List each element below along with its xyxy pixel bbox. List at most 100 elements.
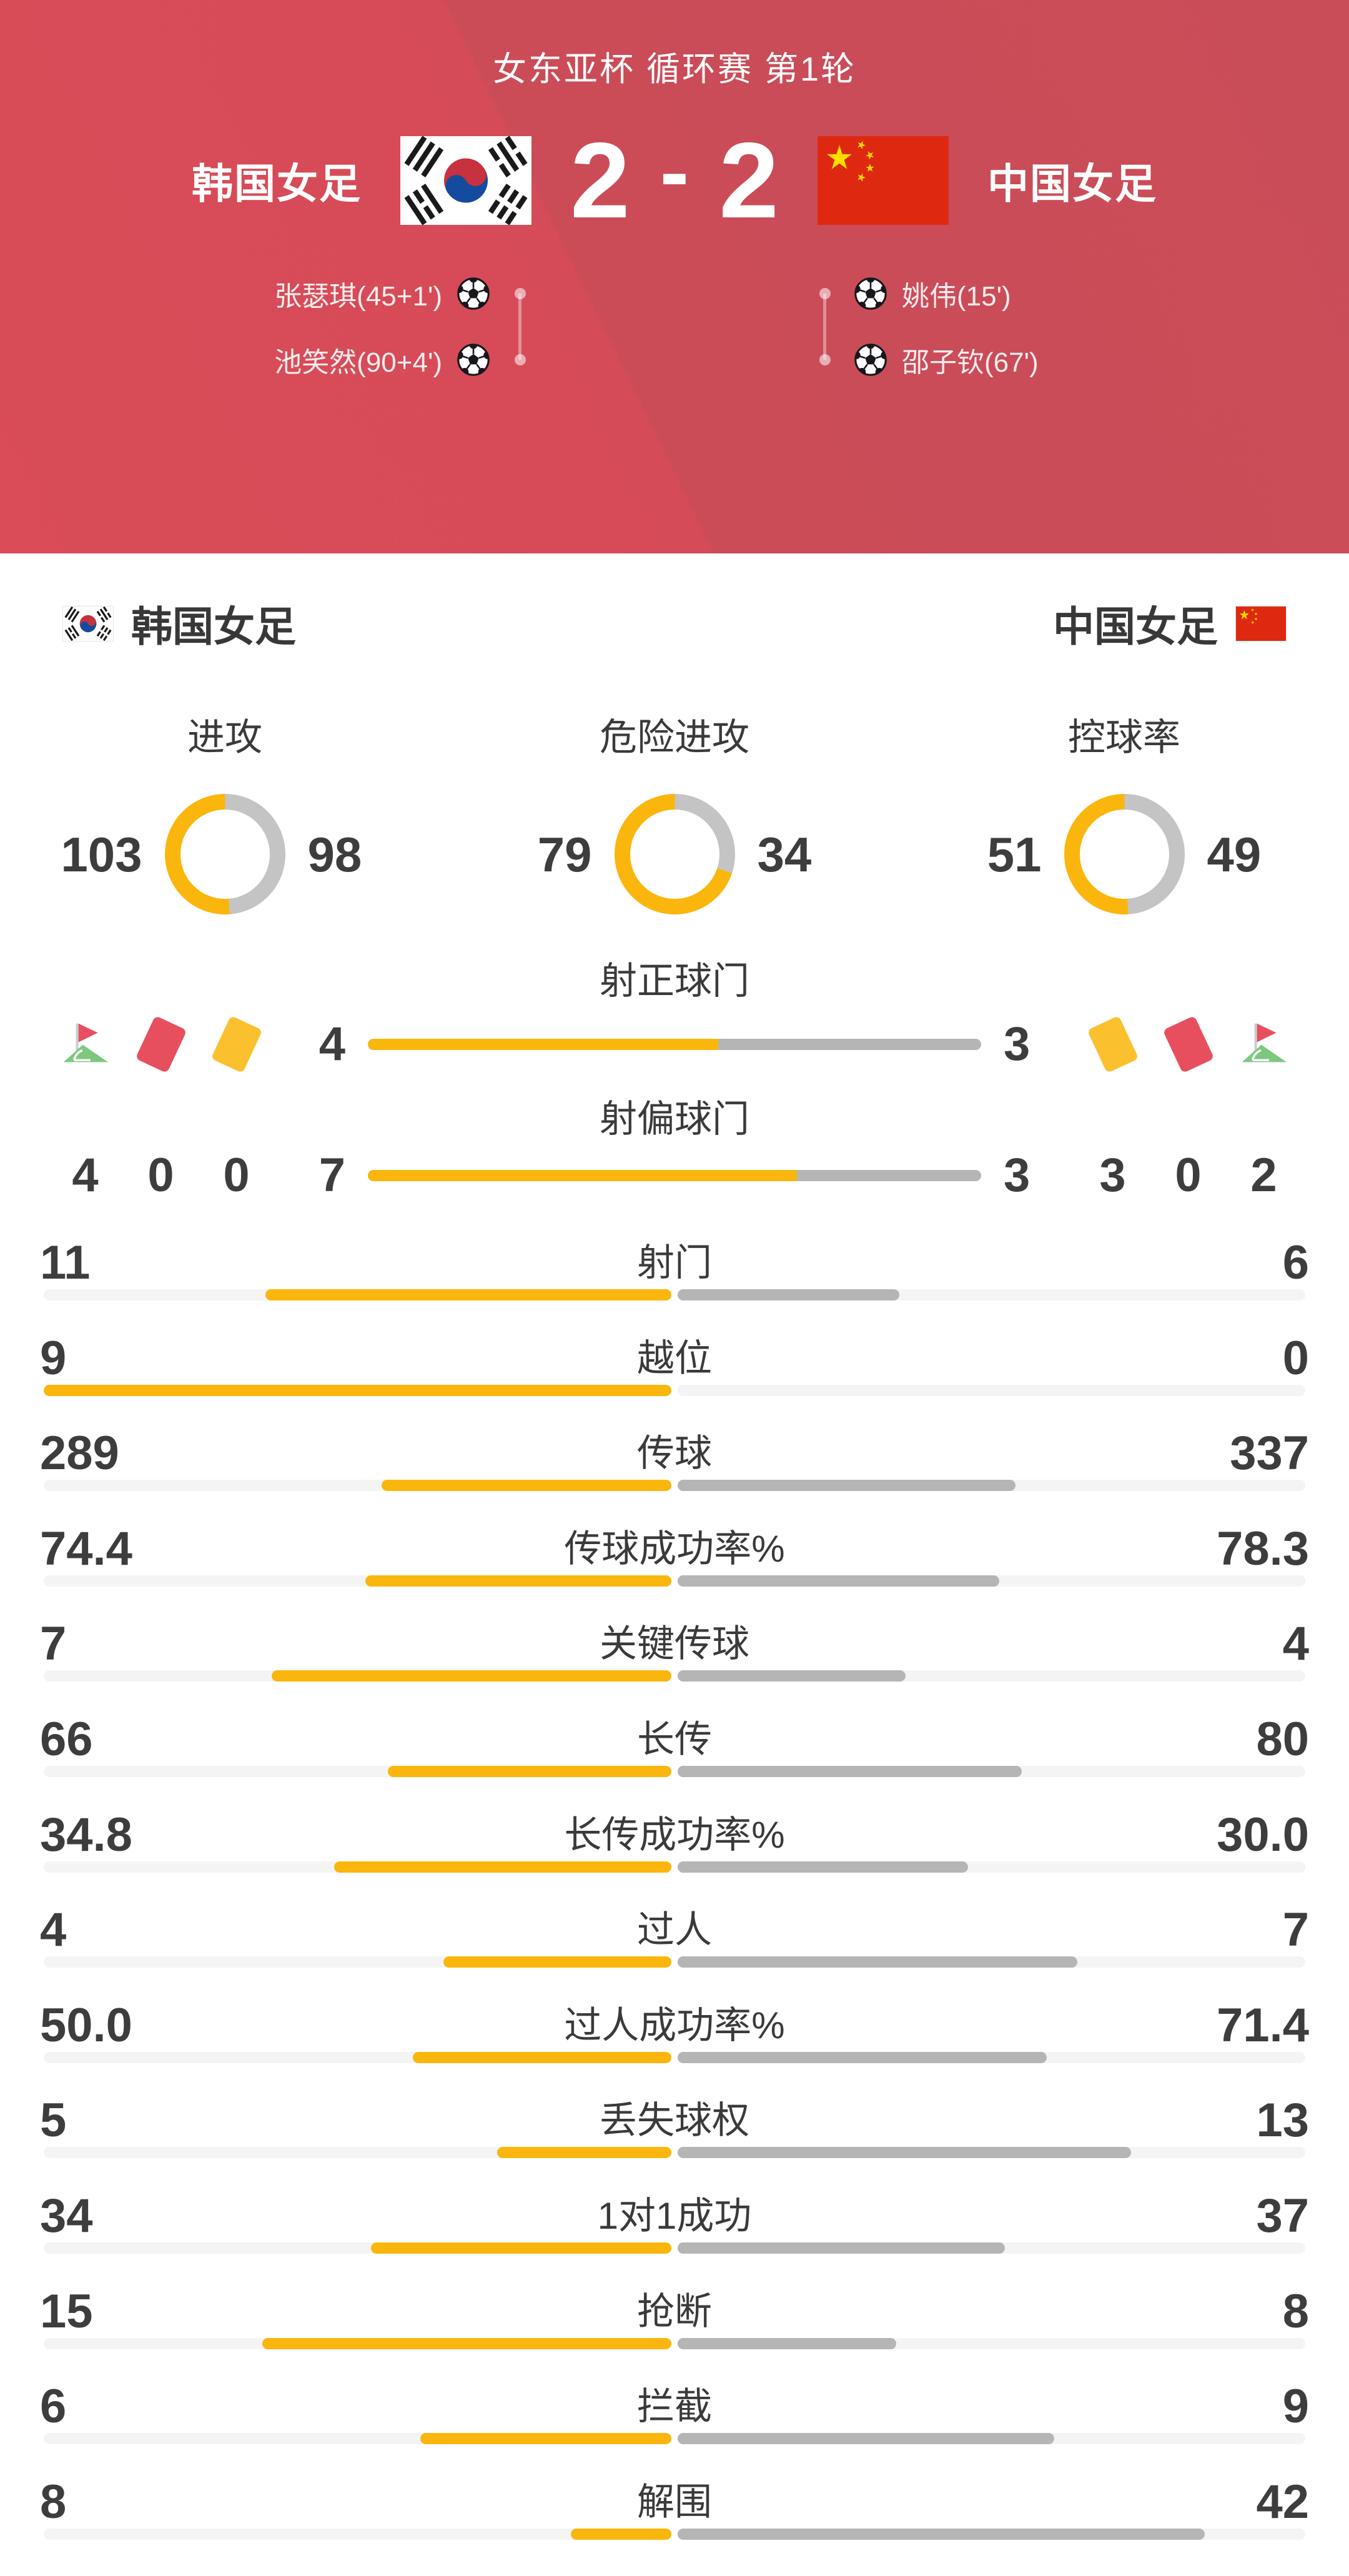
home-scorer-row: 池笑然(90+4')	[0, 327, 674, 393]
soccer-ball-icon	[457, 344, 490, 376]
home-flag-korea-icon	[400, 136, 532, 225]
stat-home-fill	[262, 2337, 671, 2349]
stat-row: 6 拦截 9	[0, 2362, 1349, 2457]
soccer-ball-icon	[854, 344, 887, 376]
stat-home-track	[44, 2051, 671, 2063]
donut-chart-label: 控球率	[1068, 716, 1180, 758]
stat-home-track	[44, 1384, 671, 1396]
team-bar-home: 韩国女足	[62, 593, 296, 653]
shots-off-target-home-value: 7	[319, 1149, 345, 1202]
stats-list: 11 射门 6 9 越位 0 289 传球 337 74.4 传球成功率% 78.3 7 关键传球 4 66 长…	[0, 1218, 1349, 2552]
stat-away-fill	[678, 2242, 1005, 2254]
stat-home-track	[44, 1861, 671, 1873]
away-scorers-list: 姚伟(15') 邵子钦(67')	[674, 260, 1349, 393]
donut-ring	[614, 794, 735, 914]
stat-label: 传球	[637, 1432, 712, 1475]
team-bar: 韩国女足 中国女足	[0, 588, 1349, 658]
timeline-dot	[819, 288, 831, 299]
red-card-icon	[1162, 1015, 1214, 1074]
stat-away-track	[678, 2528, 1305, 2540]
stat-row: 15 抢断 8	[0, 2267, 1349, 2362]
stat-home-fill	[334, 1861, 671, 1873]
stat-away-value: 42	[1256, 2475, 1309, 2529]
stat-away-value: 78.3	[1217, 1522, 1309, 1575]
stat-away-track	[678, 1765, 1305, 1777]
stat-away-fill	[678, 2528, 1205, 2540]
stat-home-value: 34.8	[40, 1808, 132, 1861]
stat-row: 289 传球 337	[0, 1409, 1349, 1504]
stat-home-fill	[44, 1384, 671, 1396]
stat-away-fill	[678, 2051, 1047, 2063]
stat-away-track	[678, 1670, 1305, 1682]
stat-away-fill	[678, 1861, 969, 1873]
stat-home-value: 6	[40, 2380, 67, 2434]
stat-label: 拦截	[637, 2385, 712, 2428]
donut-ring	[164, 794, 285, 914]
stat-away-value: 8	[1282, 2284, 1309, 2338]
stat-away-track	[678, 1575, 1305, 1587]
donut-ring	[1064, 794, 1185, 914]
stat-away-track	[678, 1289, 1305, 1300]
stat-home-fill	[413, 2051, 671, 2063]
timeline-dot	[819, 354, 831, 365]
stat-home-track	[44, 1670, 671, 1682]
donut-chart: 进攻 103 98	[0, 707, 450, 914]
home-scorers-list: 张瑟琪(45+1') 池笑然(90+4')	[0, 260, 674, 393]
match-header: 女东亚杯 循环赛 第1轮 韩国女足 2 - 2 中国女足 张瑟琪(45+1') 池…	[0, 0, 1349, 553]
home-team-name: 韩国女足	[192, 161, 362, 207]
stat-row: 11 射门 6	[0, 1218, 1349, 1314]
stat-away-track	[678, 2147, 1305, 2159]
stat-away-track	[678, 1861, 1305, 1873]
competition-title: 女东亚杯 循环赛 第1轮	[492, 51, 857, 88]
stat-label: 长传	[637, 1718, 712, 1760]
donut-away-value: 34	[757, 826, 812, 882]
goal-scorers: 张瑟琪(45+1') 池笑然(90+4') 姚伟(15') 邵子钦(67')	[0, 260, 1349, 393]
donut-chart-body: 79 34	[498, 794, 851, 914]
donut-chart-body: 51 49	[948, 794, 1301, 914]
stat-away-value: 30.0	[1217, 1808, 1309, 1861]
stat-away-fill	[678, 1289, 899, 1300]
away-corner-count: 2	[1250, 1149, 1277, 1202]
donut-chart-body: 103 98	[49, 794, 402, 914]
stat-home-track	[44, 2147, 671, 2159]
stat-away-track	[678, 1384, 1305, 1396]
stat-away-value: 37	[1256, 2189, 1309, 2242]
stat-home-value: 9	[40, 1331, 67, 1385]
stat-label: 传球成功率%	[564, 1527, 785, 1570]
stat-home-track	[44, 1289, 671, 1300]
donut-home-value: 51	[987, 826, 1042, 882]
corner-flag-icon	[1238, 1019, 1290, 1070]
stat-home-track	[44, 2433, 671, 2445]
away-scorer-row: 姚伟(15')	[674, 260, 1349, 327]
donut-home-value: 79	[537, 826, 592, 882]
stat-row: 74.4 传球成功率% 78.3	[0, 1504, 1349, 1600]
stat-away-fill	[678, 1765, 1022, 1777]
stat-away-value: 80	[1256, 1712, 1309, 1766]
team-bar-away-label: 中国女足	[1053, 603, 1218, 650]
stat-home-value: 289	[40, 1427, 119, 1480]
home-scorer-label: 张瑟琪(45+1')	[274, 281, 442, 312]
stat-away-fill	[678, 1575, 1000, 1587]
contested-bar-away-fill	[797, 1170, 981, 1181]
stat-row: 8 解围 42	[0, 2457, 1349, 2553]
stat-home-track	[44, 2528, 671, 2540]
stat-away-value: 6	[1282, 1236, 1309, 1289]
score-separator: -	[660, 122, 689, 220]
stat-away-track	[678, 2433, 1305, 2445]
shots-on-target-home-value: 4	[319, 1018, 345, 1071]
score: 2 - 2	[570, 127, 779, 234]
stat-away-value: 13	[1256, 2094, 1309, 2147]
stat-label: 射门	[637, 1242, 712, 1284]
stat-home-value: 15	[40, 2284, 93, 2338]
shots-on-target-title: 射正球门	[600, 960, 749, 1002]
contested-bar-away-fill	[718, 1039, 981, 1050]
yellow-card-cell	[199, 1015, 274, 1074]
stat-away-fill	[678, 1480, 1015, 1492]
stat-home-track	[44, 1956, 671, 1968]
stat-row: 66 长传 80	[0, 1695, 1349, 1790]
stat-home-value: 4	[40, 1903, 67, 1957]
stat-away-fill	[678, 2433, 1054, 2445]
stat-away-track	[678, 2051, 1305, 2063]
